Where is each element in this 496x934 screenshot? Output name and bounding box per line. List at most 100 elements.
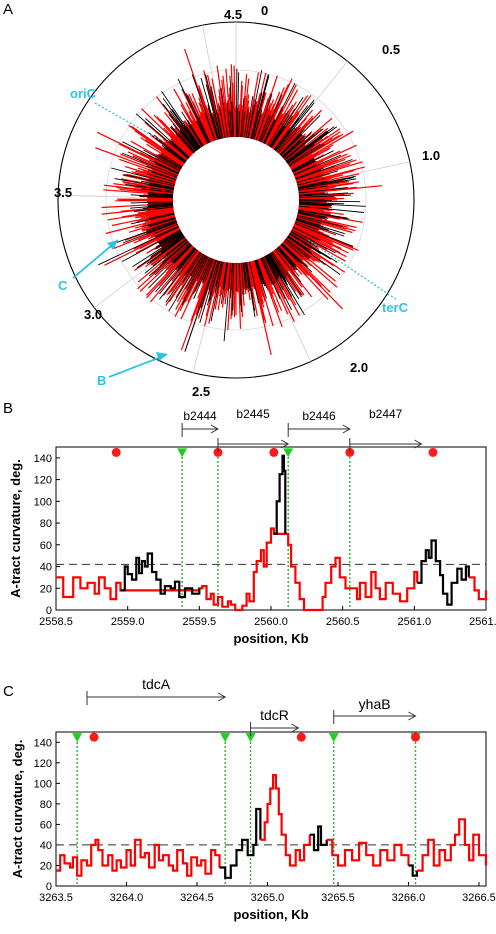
gene-label: tdcA <box>142 676 171 692</box>
trace-black <box>98 68 366 342</box>
x-tick-label: 3265.0 <box>251 892 285 904</box>
red-hexagon-marker <box>89 732 99 742</box>
panel-label-b: B <box>3 400 13 417</box>
plot-frame <box>55 731 487 887</box>
gene-label: b2444 <box>183 409 217 423</box>
green-triangle-marker <box>177 448 188 458</box>
green-triangle-marker <box>72 733 83 743</box>
curvature-series <box>120 552 201 599</box>
annotation-c: C <box>58 278 68 293</box>
curvature-series <box>219 807 262 879</box>
x-tick-label: 3265.5 <box>321 892 355 904</box>
arrow-head-icon <box>210 424 219 434</box>
x-tick-label: 3264.0 <box>110 892 144 904</box>
center-hole <box>173 137 299 263</box>
ring-label: 2.0 <box>350 360 368 375</box>
green-triangle-marker <box>283 448 294 458</box>
red-hexagon-marker <box>345 447 355 457</box>
y-tick-label: 40 <box>40 840 52 852</box>
gene-label: b2446 <box>302 409 336 423</box>
green-triangle-marker <box>328 733 339 743</box>
ring-spoke <box>58 194 137 198</box>
ring-spoke <box>202 25 218 102</box>
ring-spoke <box>94 260 157 309</box>
x-tick-label: 3263.5 <box>39 892 73 904</box>
red-hexagon-marker <box>269 447 279 457</box>
red-hexagon-marker <box>296 732 306 742</box>
green-triangle-marker <box>245 733 256 743</box>
y-tick-label: 80 <box>40 518 52 530</box>
curvature-series <box>260 774 311 867</box>
arrow-head-icon <box>217 692 227 702</box>
annotation-b: B <box>97 373 106 388</box>
curvature-plot-c: 0 20 40 60 80 100 120 140 3263.5 3264.0 3264.5 3265… <box>10 676 496 922</box>
ring-label: 3.5 <box>54 185 72 200</box>
circular-genome-plot: 4.5 0 0.5 1.0 2.0 2.5 3.0 3.5 oriC terC … <box>54 3 440 399</box>
x-tick-label: 2559.0 <box>111 616 145 628</box>
ring-label: 0.5 <box>382 42 400 57</box>
arrow-head-icon <box>291 723 300 733</box>
x-tick-label: 2561.0 <box>398 616 432 628</box>
y-tick-label: 120 <box>34 758 52 770</box>
curvature-series <box>56 527 419 612</box>
oric-leader <box>94 102 161 141</box>
y-axis-label: A-tract curvature, deg. <box>8 459 23 598</box>
gene-label: tdcR <box>260 707 289 723</box>
b-arrow <box>108 354 167 378</box>
gene-label: b2445 <box>236 407 270 421</box>
red-hexagon-marker <box>411 732 421 742</box>
red-hexagon-marker <box>111 447 121 457</box>
y-tick-label: 100 <box>34 496 52 508</box>
gene-label: b2447 <box>369 407 403 421</box>
ring-label: 4.5 <box>224 7 242 22</box>
x-tick-label: 3266.5 <box>462 892 496 904</box>
arrow-head-icon <box>408 711 417 721</box>
curvature-series <box>309 825 328 852</box>
y-tick-label: 120 <box>34 475 52 487</box>
panel-label-a: A <box>3 1 13 18</box>
terc-leader <box>307 239 398 301</box>
y-tick-label: 0 <box>46 881 52 893</box>
red-hexagon-marker <box>428 447 438 457</box>
ring-label: 2.5 <box>192 384 210 399</box>
y-tick-label: 0 <box>46 605 52 617</box>
y-tick-label: 20 <box>40 583 52 595</box>
trace-red <box>95 48 382 356</box>
y-axis-label: A-tract curvature, deg. <box>10 740 25 879</box>
curvature-series <box>56 838 221 877</box>
curvature-series <box>408 864 418 877</box>
arrow-head-icon <box>414 439 423 449</box>
red-hexagon-marker <box>213 447 223 457</box>
x-tick-label: 2560.0 <box>254 616 288 628</box>
y-tick-label: 140 <box>34 737 52 749</box>
arrow-head-icon <box>107 240 118 250</box>
arrow-head-icon <box>342 424 351 434</box>
gene-label: yhaB <box>359 696 391 712</box>
curvature-series <box>273 454 287 535</box>
curvature-series <box>416 818 488 872</box>
y-tick-label: 140 <box>34 453 52 465</box>
annotation-terc: terC <box>382 300 409 315</box>
curvature-series <box>468 576 488 601</box>
annotation-oric: oriC <box>70 86 97 101</box>
curvature-series <box>417 539 470 606</box>
arrow-head-icon <box>156 352 168 361</box>
ring-spoke <box>277 290 312 362</box>
x-tick-label: 3264.5 <box>180 892 214 904</box>
ring-label: 3.0 <box>84 307 102 322</box>
x-axis-label: position, Kb <box>233 631 308 646</box>
y-tick-label: 100 <box>34 778 52 790</box>
y-tick-label: 80 <box>40 799 52 811</box>
curvature-series <box>326 838 410 867</box>
curvature-plot-b: 0 20 40 60 80 100 120 140 2558.5 2559.0 2559.5 2560… <box>8 407 496 646</box>
arrow-head-icon <box>280 439 290 449</box>
x-tick-label: 2558.5 <box>39 616 73 628</box>
x-tick-label: 2559.5 <box>183 616 217 628</box>
y-tick-label: 40 <box>40 562 52 574</box>
x-axis-label: position, Kb <box>233 907 308 922</box>
panel-label-c: C <box>3 683 14 700</box>
x-tick-label: 3266.0 <box>392 892 426 904</box>
ring-label: 0 <box>261 3 268 18</box>
green-triangle-marker <box>220 733 231 743</box>
y-tick-label: 60 <box>40 819 52 831</box>
